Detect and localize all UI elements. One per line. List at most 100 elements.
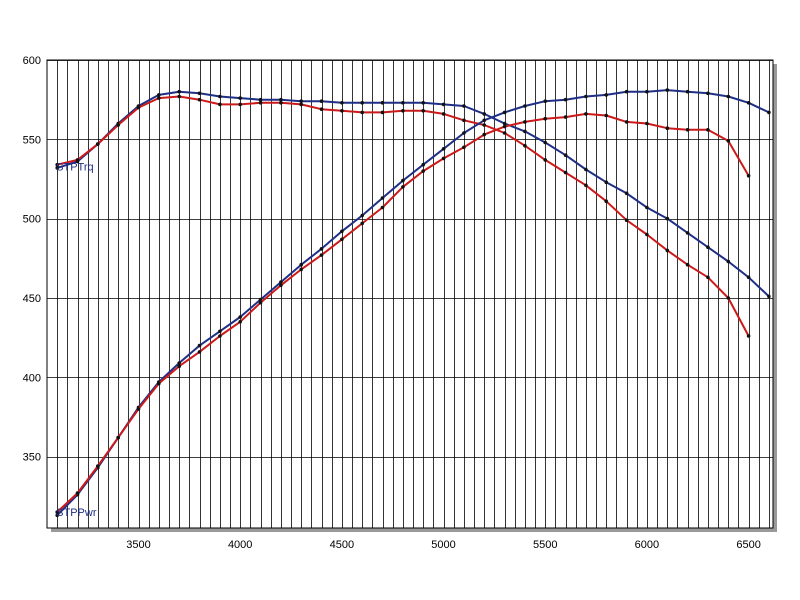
series-point	[177, 364, 181, 369]
series-point	[746, 275, 751, 280]
series-point	[604, 180, 608, 184]
series-point	[157, 93, 161, 97]
series-point	[75, 491, 80, 495]
series-point	[441, 102, 446, 107]
series-point	[421, 162, 426, 167]
series-point	[340, 109, 344, 113]
series-point	[665, 248, 670, 253]
series-point	[218, 334, 222, 338]
series-point	[197, 343, 202, 348]
series-point	[360, 221, 365, 226]
series-point	[645, 121, 649, 126]
series-point	[604, 113, 608, 118]
x-tick-label: 6500	[736, 539, 760, 551]
series-point	[624, 218, 629, 222]
series-point	[279, 101, 283, 105]
series-point	[624, 191, 629, 196]
series-point	[218, 329, 222, 334]
series-point	[746, 174, 751, 178]
series-point	[136, 407, 141, 411]
series-point	[726, 259, 731, 264]
series-point	[96, 464, 100, 468]
series-point	[340, 101, 344, 105]
series-point	[177, 94, 181, 99]
x-tick-label: 6000	[635, 539, 659, 551]
x-tick-label: 5000	[431, 539, 455, 551]
series-point	[380, 101, 385, 105]
series-point	[645, 232, 649, 237]
series-point	[563, 97, 568, 102]
series-point	[746, 334, 751, 338]
series-point	[482, 112, 487, 116]
series-point	[401, 178, 405, 183]
series-point	[726, 296, 731, 300]
series-point	[523, 120, 527, 124]
x-tick-label: 4000	[228, 539, 252, 551]
series-point	[319, 99, 324, 103]
series-point	[462, 118, 466, 123]
series-point	[604, 93, 608, 97]
series-point	[238, 96, 242, 100]
series-point	[543, 158, 547, 162]
series-point	[258, 97, 263, 102]
x-tick-label: 4500	[330, 539, 354, 551]
series-point	[55, 510, 59, 514]
series-point	[157, 381, 161, 386]
y-tick-label: 600	[23, 55, 41, 67]
y-tick-label: 450	[23, 293, 41, 305]
series-point	[441, 112, 446, 116]
series-point	[685, 262, 690, 267]
series-point	[116, 435, 120, 440]
series-point	[624, 120, 629, 124]
series-point	[55, 166, 59, 170]
series-point	[299, 267, 304, 272]
series-point	[523, 129, 527, 134]
series-point	[299, 99, 304, 103]
series-point	[543, 140, 547, 145]
series-point	[279, 283, 283, 288]
series-point	[360, 213, 365, 218]
series-point	[157, 96, 161, 100]
series-point	[75, 158, 80, 162]
series-point	[421, 169, 426, 173]
series-point	[645, 205, 649, 210]
series-point	[360, 110, 365, 115]
series-point	[584, 167, 588, 172]
series-point	[177, 89, 181, 94]
series-point	[279, 280, 283, 284]
series-point	[238, 102, 242, 107]
series-point	[136, 105, 141, 110]
series-point	[258, 297, 263, 302]
series-point	[462, 104, 466, 108]
series-point	[238, 320, 242, 324]
series-point	[319, 247, 324, 251]
series-point	[685, 128, 690, 132]
series-point	[279, 97, 283, 102]
series-point	[462, 145, 466, 150]
series-point	[584, 183, 588, 188]
x-tick-label: 3500	[126, 539, 150, 551]
series-point	[706, 128, 710, 132]
y-tick-label: 350	[23, 452, 41, 464]
series-point	[299, 102, 304, 107]
series-point	[665, 88, 670, 92]
series-point	[767, 294, 771, 299]
series-point	[523, 104, 527, 108]
series-point	[177, 361, 181, 365]
series-line-0	[56, 90, 770, 298]
series-point	[665, 126, 670, 130]
series-point	[482, 118, 487, 123]
series-point	[584, 94, 588, 99]
series-point	[746, 101, 751, 105]
series-point	[482, 132, 487, 137]
series-point	[340, 237, 344, 242]
series-point	[380, 205, 385, 210]
series-point	[258, 101, 263, 105]
series-point	[421, 109, 426, 113]
series-line-2	[56, 89, 770, 517]
series-point	[462, 131, 466, 135]
series-point	[238, 315, 242, 319]
series-point	[421, 101, 426, 105]
